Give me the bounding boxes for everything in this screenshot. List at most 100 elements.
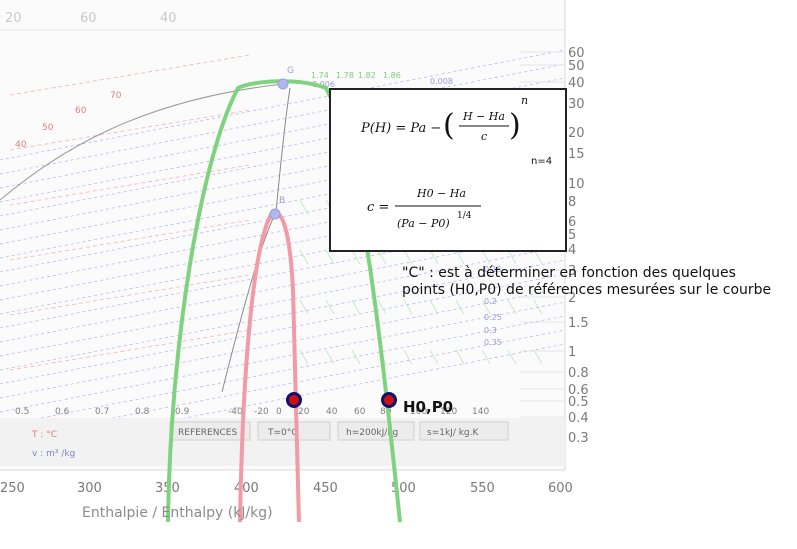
legend-temperature: T : °C bbox=[31, 430, 57, 440]
fraction-numerator: H − Ha bbox=[462, 110, 505, 123]
legend-enthalpy-ref: h=200kJ/kg bbox=[346, 428, 398, 438]
enthalpy-tick-label: 550 bbox=[470, 481, 495, 496]
entropy-tick bbox=[403, 249, 413, 265]
enthalpy-tick-label: 250 bbox=[0, 481, 25, 496]
entropy-tick bbox=[533, 249, 543, 265]
entropy-tick bbox=[533, 349, 543, 365]
formula-lhs: P(H) = Pa − bbox=[360, 121, 441, 136]
isotherm-line bbox=[9, 219, 251, 261]
pressure-tick-label: 20 bbox=[568, 126, 585, 141]
legend-references: REFERENCES bbox=[178, 428, 237, 438]
enthalpy-tick-label: 400 bbox=[234, 481, 259, 496]
note-line-1: "C" : est à déterminer en fonction des q… bbox=[402, 265, 736, 281]
volume-right-label: 0.25 bbox=[484, 313, 502, 322]
isotherm-line bbox=[9, 54, 251, 96]
quality-label: 0.9 bbox=[175, 407, 190, 417]
pressure-tick-label: 40 bbox=[568, 76, 585, 91]
legend-volume: v : m³ /kg bbox=[32, 449, 75, 459]
point-b-label: B bbox=[279, 196, 285, 206]
right-paren: ) bbox=[509, 108, 521, 143]
quality-label: 0.7 bbox=[95, 407, 109, 417]
entropy-tick bbox=[325, 299, 335, 315]
legend-entropy-ref: s=1kJ/ kg.K bbox=[427, 428, 480, 438]
volume-right-label: 0.3 bbox=[484, 326, 497, 335]
pressure-tick-label: 30 bbox=[568, 97, 585, 112]
enthalpy-tick-label: 300 bbox=[77, 481, 102, 496]
volume-label: 0.006 bbox=[312, 80, 335, 89]
pressure-tick-label: 0.5 bbox=[568, 395, 589, 410]
top-tick-label: 60 bbox=[80, 11, 97, 26]
x-axis-title: Enthalpie / Enthalpy (kJ/kg) bbox=[82, 505, 273, 521]
legend-temperature-ref: T=0°C bbox=[267, 428, 298, 438]
temperature-label: -20 bbox=[254, 407, 269, 417]
top-tick-label: 20 bbox=[5, 11, 22, 26]
entropy-label: 1.86 bbox=[383, 71, 401, 80]
formula-box: P(H) = Pa − ( H − Ha c ) n n=4 c = H0 − … bbox=[329, 88, 567, 252]
entropy-tick bbox=[299, 199, 309, 215]
fraction-denominator: c bbox=[481, 130, 487, 143]
temperature-label: 20 bbox=[298, 407, 310, 417]
entropy-tick bbox=[351, 249, 361, 265]
top-tick-label: 40 bbox=[160, 11, 177, 26]
entropy-label: 1.74 bbox=[311, 71, 329, 80]
volume-right-label: 0.2 bbox=[484, 297, 497, 306]
pressure-tick-label: 0.3 bbox=[568, 431, 589, 446]
reference-legend: REFERENCES T=0°C h=200kJ/kg s=1kJ/ kg.K … bbox=[0, 418, 565, 466]
pressure-tick-label: 0.6 bbox=[568, 383, 589, 398]
entropy-label: 1.82 bbox=[358, 71, 376, 80]
temperature-label: -40 bbox=[228, 407, 243, 417]
formula-graphic: P(H) = Pa − ( H − Ha c ) n n=4 c = H0 − … bbox=[360, 94, 552, 230]
entropy-tick bbox=[299, 349, 309, 365]
entropy-label: 1.78 bbox=[336, 71, 354, 80]
temperature-label: 140 bbox=[472, 407, 489, 417]
pressure-tick-label: 6 bbox=[568, 215, 576, 230]
pressure-tick-label: 1 bbox=[568, 345, 576, 360]
point-b-marker bbox=[269, 208, 281, 220]
pink-curve bbox=[238, 210, 301, 523]
entropy-tick bbox=[455, 249, 465, 265]
pressure-tick-label: 1.5 bbox=[568, 316, 589, 331]
entropy-tick bbox=[429, 249, 439, 265]
isotherm-line bbox=[9, 109, 251, 151]
left-paren: ( bbox=[443, 108, 455, 143]
background-labels: 605040302015108654321.510.80.60.50.40.32… bbox=[0, 11, 589, 496]
c-denominator: (Pa − P0) bbox=[397, 217, 450, 230]
entropy-tick bbox=[481, 299, 491, 315]
enthalpy-tick-label: 450 bbox=[313, 481, 338, 496]
point-g-label: G bbox=[287, 66, 294, 76]
entropy-tick bbox=[325, 249, 335, 265]
volume-label: 0.008 bbox=[430, 77, 453, 86]
entropy-tick bbox=[507, 299, 517, 315]
entropy-tick bbox=[299, 299, 309, 315]
entropy-tick bbox=[507, 349, 517, 365]
temperature-label: 120 bbox=[440, 407, 457, 417]
isotherm-label: 70 bbox=[110, 91, 122, 101]
isotherm-line bbox=[9, 274, 251, 316]
note-line-2: points (H0,P0) de références mesurées su… bbox=[402, 282, 772, 298]
reference-point-h0p0 bbox=[381, 392, 397, 408]
pressure-tick-label: 60 bbox=[568, 46, 585, 61]
entropy-tick bbox=[403, 299, 413, 315]
isotherm-label: 40 bbox=[15, 140, 27, 150]
entropy-tick bbox=[351, 299, 361, 315]
c-numerator: H0 − Ha bbox=[416, 187, 466, 200]
temperature-label: 40 bbox=[326, 407, 338, 417]
formula-exponent: n bbox=[521, 94, 528, 107]
entropy-tick bbox=[481, 349, 491, 365]
pressure-tick-label: 8 bbox=[568, 195, 576, 210]
quality-label: 0.8 bbox=[135, 407, 150, 417]
entropy-tick bbox=[325, 349, 335, 365]
pressure-tick-label: 15 bbox=[568, 147, 585, 162]
temperature-label: 0 bbox=[276, 407, 282, 417]
entropy-tick bbox=[377, 249, 387, 265]
volume-right-label: 0.15 bbox=[484, 265, 502, 274]
isentrope-upper bbox=[0, 83, 284, 201]
isotherm-label: 60 bbox=[75, 106, 87, 116]
pressure-tick-label: 5 bbox=[568, 228, 576, 243]
n-value-note: n=4 bbox=[531, 156, 552, 167]
volume-right-label: 0.35 bbox=[484, 338, 502, 347]
isotherm-line bbox=[9, 329, 251, 371]
entropy-tick bbox=[377, 299, 387, 315]
temperature-label: 80 bbox=[380, 407, 392, 417]
c-lhs: c = bbox=[367, 200, 389, 215]
